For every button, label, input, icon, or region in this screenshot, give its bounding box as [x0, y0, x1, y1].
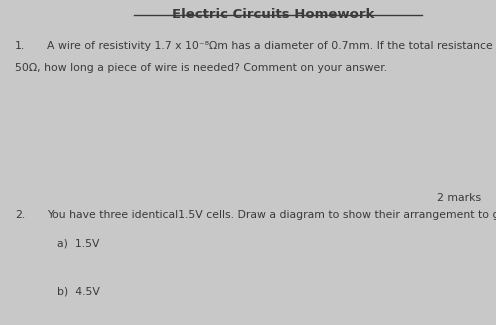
- Text: 2 marks: 2 marks: [437, 193, 481, 203]
- Text: A wire of resistivity 1.7 x 10⁻⁸Ωm has a diameter of 0.7mm. If the total resista: A wire of resistivity 1.7 x 10⁻⁸Ωm has a…: [47, 41, 496, 51]
- Text: b)  4.5V: b) 4.5V: [57, 286, 100, 296]
- Text: 1.: 1.: [15, 41, 25, 51]
- Text: a)  1.5V: a) 1.5V: [57, 239, 100, 249]
- Text: You have three identical1.5V cells. Draw a diagram to show their arrangement to : You have three identical1.5V cells. Draw…: [47, 210, 496, 220]
- Text: 2.: 2.: [15, 210, 25, 220]
- Text: Electric Circuits Homework: Electric Circuits Homework: [172, 8, 374, 21]
- Text: 50Ω, how long a piece of wire is needed? Comment on your answer.: 50Ω, how long a piece of wire is needed?…: [15, 63, 387, 73]
